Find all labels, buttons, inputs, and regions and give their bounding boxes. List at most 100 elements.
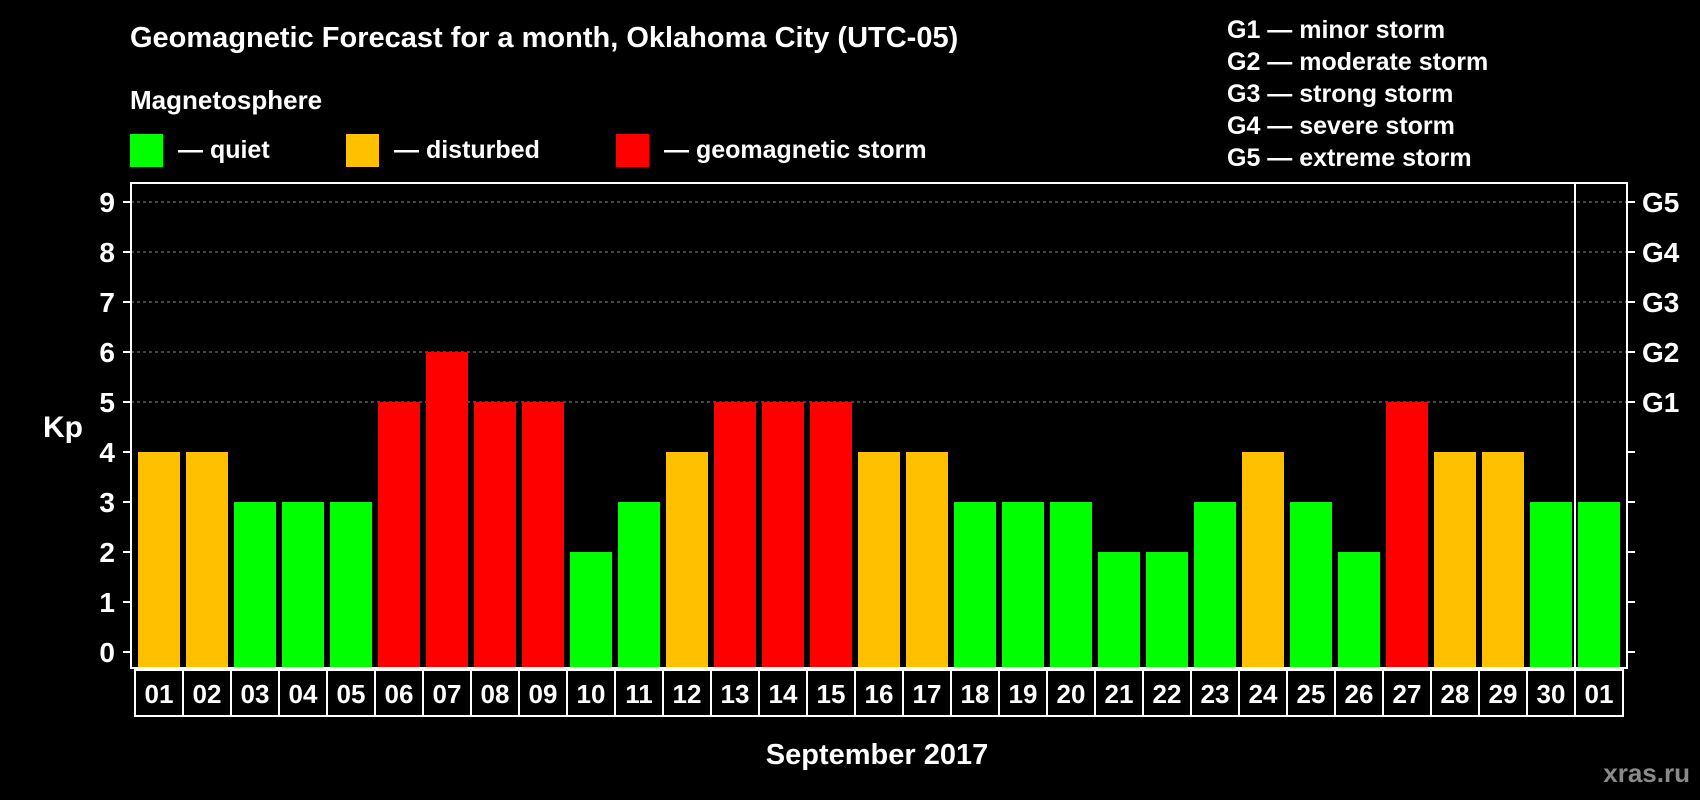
bar-day-11 [618, 502, 660, 667]
legend-label: — quiet [178, 136, 270, 164]
storm-axis-label: G2 [1642, 337, 1679, 368]
bar-day-03 [234, 502, 276, 667]
x-tick-label: 21 [1105, 679, 1134, 709]
legend-swatch [616, 134, 649, 167]
x-tick-cell [1574, 669, 1624, 717]
x-tick-label: 18 [961, 679, 990, 709]
bar-day-02 [186, 452, 228, 667]
x-tick-label: 23 [1201, 679, 1230, 709]
bar-day-20 [1050, 502, 1092, 667]
bar-day-10 [570, 552, 612, 667]
x-tick-label: 29 [1489, 679, 1518, 709]
x-tick-label: 16 [865, 679, 894, 709]
bar-day-06 [378, 402, 420, 667]
bar-day-29 [1482, 452, 1524, 667]
storm-axis: G1 G2 G3 G4 G5 [1627, 187, 1680, 653]
x-tick-label: 28 [1441, 679, 1470, 709]
bar-day-24 [1242, 452, 1284, 667]
storm-scale-item: G3 — strong storm [1227, 80, 1453, 108]
x-tick-label: 06 [385, 679, 414, 709]
y-tick-label: 6 [99, 337, 115, 368]
x-tick-label: 08 [481, 679, 510, 709]
bar-day-09 [522, 402, 564, 667]
x-tick-label: 14 [769, 679, 798, 709]
storm-scale-legend: G1 — minor storm G2 — moderate storm G3 — … [1227, 16, 1488, 172]
storm-scale-item: G1 — minor storm [1227, 16, 1445, 44]
bar-day-15 [810, 402, 852, 667]
x-tick-label: 24 [1249, 679, 1278, 709]
x-tick-label: 13 [721, 679, 750, 709]
bar-day-01 [138, 452, 180, 667]
bar-day-16 [858, 452, 900, 667]
y-tick-label: 1 [99, 587, 115, 618]
x-axis: 01 02 03 04 05 06 07 08 09 10 11 12 13 14 15 16 17 18 19 20… [134, 669, 1624, 717]
x-tick-label: 01 [1585, 679, 1614, 709]
bar-day-18 [954, 502, 996, 667]
legend-label: — disturbed [394, 136, 540, 164]
y-tick-label: 8 [99, 237, 115, 268]
storm-axis-label: G1 [1642, 387, 1679, 418]
x-tick-label: 27 [1393, 679, 1422, 709]
bar-day-17 [906, 452, 948, 667]
x-tick-label: 04 [289, 679, 318, 709]
x-tick-label: 07 [433, 679, 462, 709]
y-tick-label: 7 [99, 287, 115, 318]
x-tick-label: 17 [913, 679, 942, 709]
bar-day-01 [1578, 502, 1620, 667]
x-tick-label: 26 [1345, 679, 1374, 709]
x-tick-label: 09 [529, 679, 558, 709]
x-tick-label: 25 [1297, 679, 1326, 709]
bar-day-13 [714, 402, 756, 667]
storm-scale-item: G5 — extreme storm [1227, 144, 1472, 172]
legend-heading: Magnetosphere [130, 85, 322, 115]
bar-day-26 [1338, 552, 1380, 667]
legend-swatch [346, 134, 379, 167]
x-tick-label: 02 [193, 679, 222, 709]
storm-scale-item: G4 — severe storm [1227, 112, 1455, 140]
bar-day-14 [762, 402, 804, 667]
y-tick-label: 2 [99, 537, 115, 568]
y-axis-label: Kp [43, 411, 83, 444]
x-tick-label: 20 [1057, 679, 1086, 709]
plot-frame [130, 182, 1628, 669]
x-tick-label: 01 [145, 679, 174, 709]
y-tick-label: 9 [99, 187, 115, 218]
x-tick-label: 10 [577, 679, 606, 709]
bar-day-30 [1530, 502, 1572, 667]
storm-scale-item: G2 — moderate storm [1227, 48, 1488, 76]
legend: — quiet — disturbed — geomagnetic storm [130, 134, 927, 167]
legend-swatch [130, 134, 163, 167]
x-tick-label: 11 [625, 679, 653, 709]
x-axis-label: September 2017 [766, 739, 988, 771]
bar-day-19 [1002, 502, 1044, 667]
chart-title: Geomagnetic Forecast for a month, Oklaho… [130, 22, 958, 54]
x-tick-label: 30 [1537, 679, 1566, 709]
x-tick-label: 15 [817, 679, 846, 709]
bar-day-28 [1434, 452, 1476, 667]
bar-day-05 [330, 502, 372, 667]
bar-day-21 [1098, 552, 1140, 667]
x-tick-label: 19 [1009, 679, 1038, 709]
y-tick-label: 4 [99, 437, 115, 468]
watermark: xras.ru [1603, 758, 1690, 788]
bar-day-22 [1146, 552, 1188, 667]
bar-day-12 [666, 452, 708, 667]
storm-axis-label: G3 [1642, 287, 1679, 318]
storm-axis-label: G5 [1642, 187, 1679, 218]
grid-lines [131, 201, 1627, 403]
bar-day-07 [426, 352, 468, 667]
bar-day-27 [1386, 402, 1428, 667]
bar-day-25 [1290, 502, 1332, 667]
x-tick-label: 05 [337, 679, 366, 709]
x-tick-label: 22 [1153, 679, 1182, 709]
x-tick-label: 12 [673, 679, 702, 709]
legend-label: — geomagnetic storm [664, 136, 927, 164]
y-tick-label: 3 [99, 487, 115, 518]
x-tick-label: 03 [241, 679, 270, 709]
y-tick-label: 0 [99, 637, 115, 668]
bar-day-04 [282, 502, 324, 667]
y-tick-label: 5 [99, 387, 115, 418]
bars [138, 183, 1620, 668]
y-axis: 0 1 2 3 4 5 6 7 8 9 [99, 187, 131, 668]
